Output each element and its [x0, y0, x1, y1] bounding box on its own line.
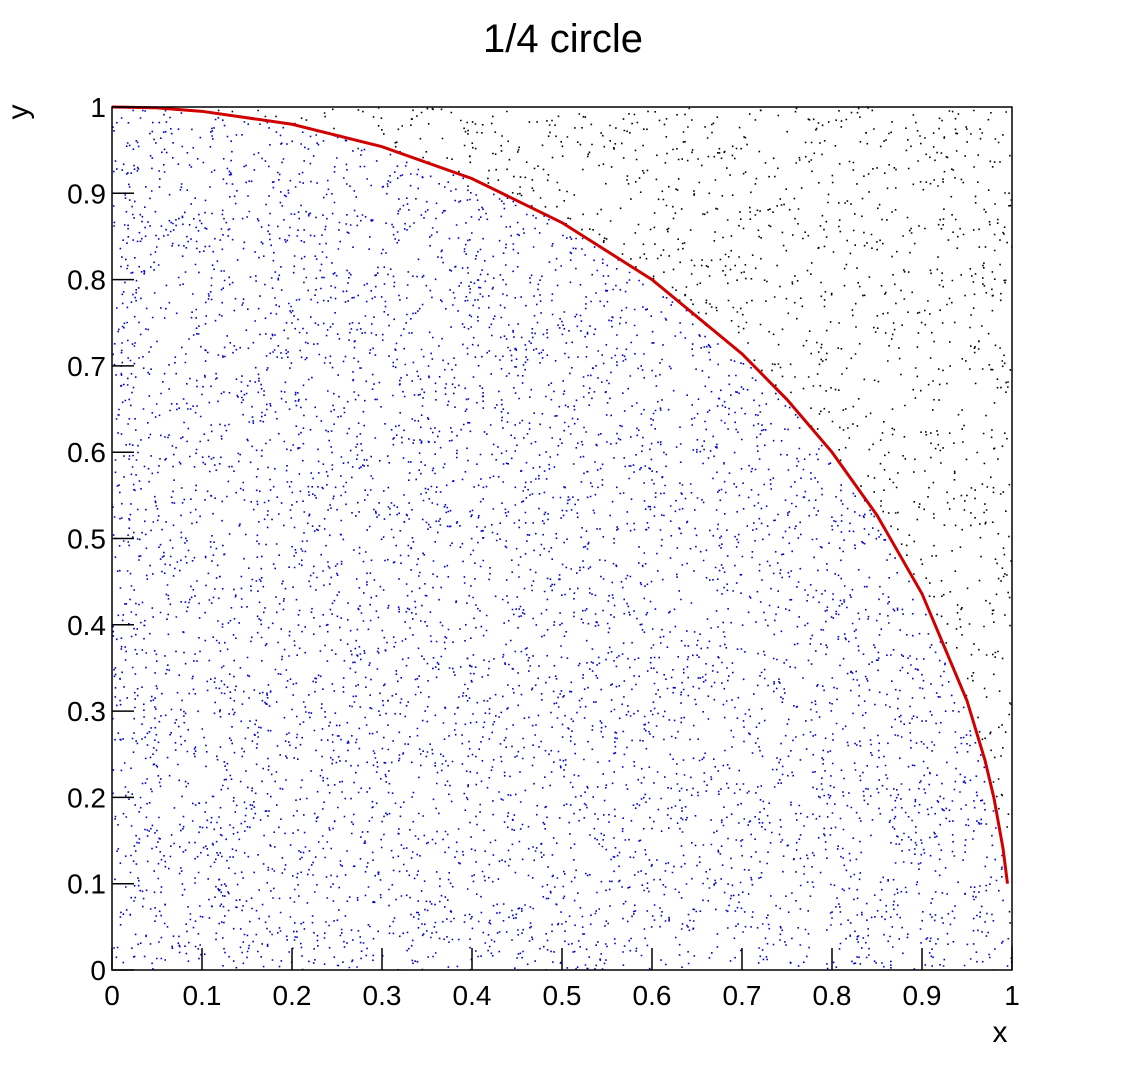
x-tick-label: 0: [104, 980, 120, 1011]
x-tick-label: 1: [1004, 980, 1020, 1011]
x-tick-label: 0.2: [273, 980, 312, 1011]
x-tick-label: 0.6: [633, 980, 672, 1011]
x-tick-label: 0.4: [453, 980, 492, 1011]
y-tick-label: 0.6: [67, 437, 106, 468]
curve: [112, 107, 1008, 884]
y-tick-label: 0.2: [67, 782, 106, 813]
y-tick-label: 0: [90, 955, 106, 986]
y-tick-label: 1: [90, 92, 106, 123]
x-tick-label: 0.5: [543, 980, 582, 1011]
x-tick-label: 0.8: [813, 980, 852, 1011]
x-tick-label: 0.9: [903, 980, 942, 1011]
point-cloud: [112, 107, 1013, 972]
point-cloud: [112, 107, 1013, 972]
x-axis-label: x: [993, 1016, 1008, 1049]
y-tick-label: 0.7: [67, 351, 106, 382]
y-tick-label: 0.5: [67, 524, 106, 555]
y-axis-label: y: [2, 105, 35, 120]
y-tick-label: 0.1: [67, 869, 106, 900]
x-tick-label: 0.1: [183, 980, 222, 1011]
y-tick-label: 0.9: [67, 178, 106, 209]
x-tick-label: 0.3: [363, 980, 402, 1011]
x-tick-label: 0.7: [723, 980, 762, 1011]
chart-title: 1/4 circle: [483, 17, 643, 61]
y-tick-label: 0.4: [67, 610, 106, 641]
y-tick-label: 0.3: [67, 696, 106, 727]
y-tick-label: 0.8: [67, 265, 106, 296]
